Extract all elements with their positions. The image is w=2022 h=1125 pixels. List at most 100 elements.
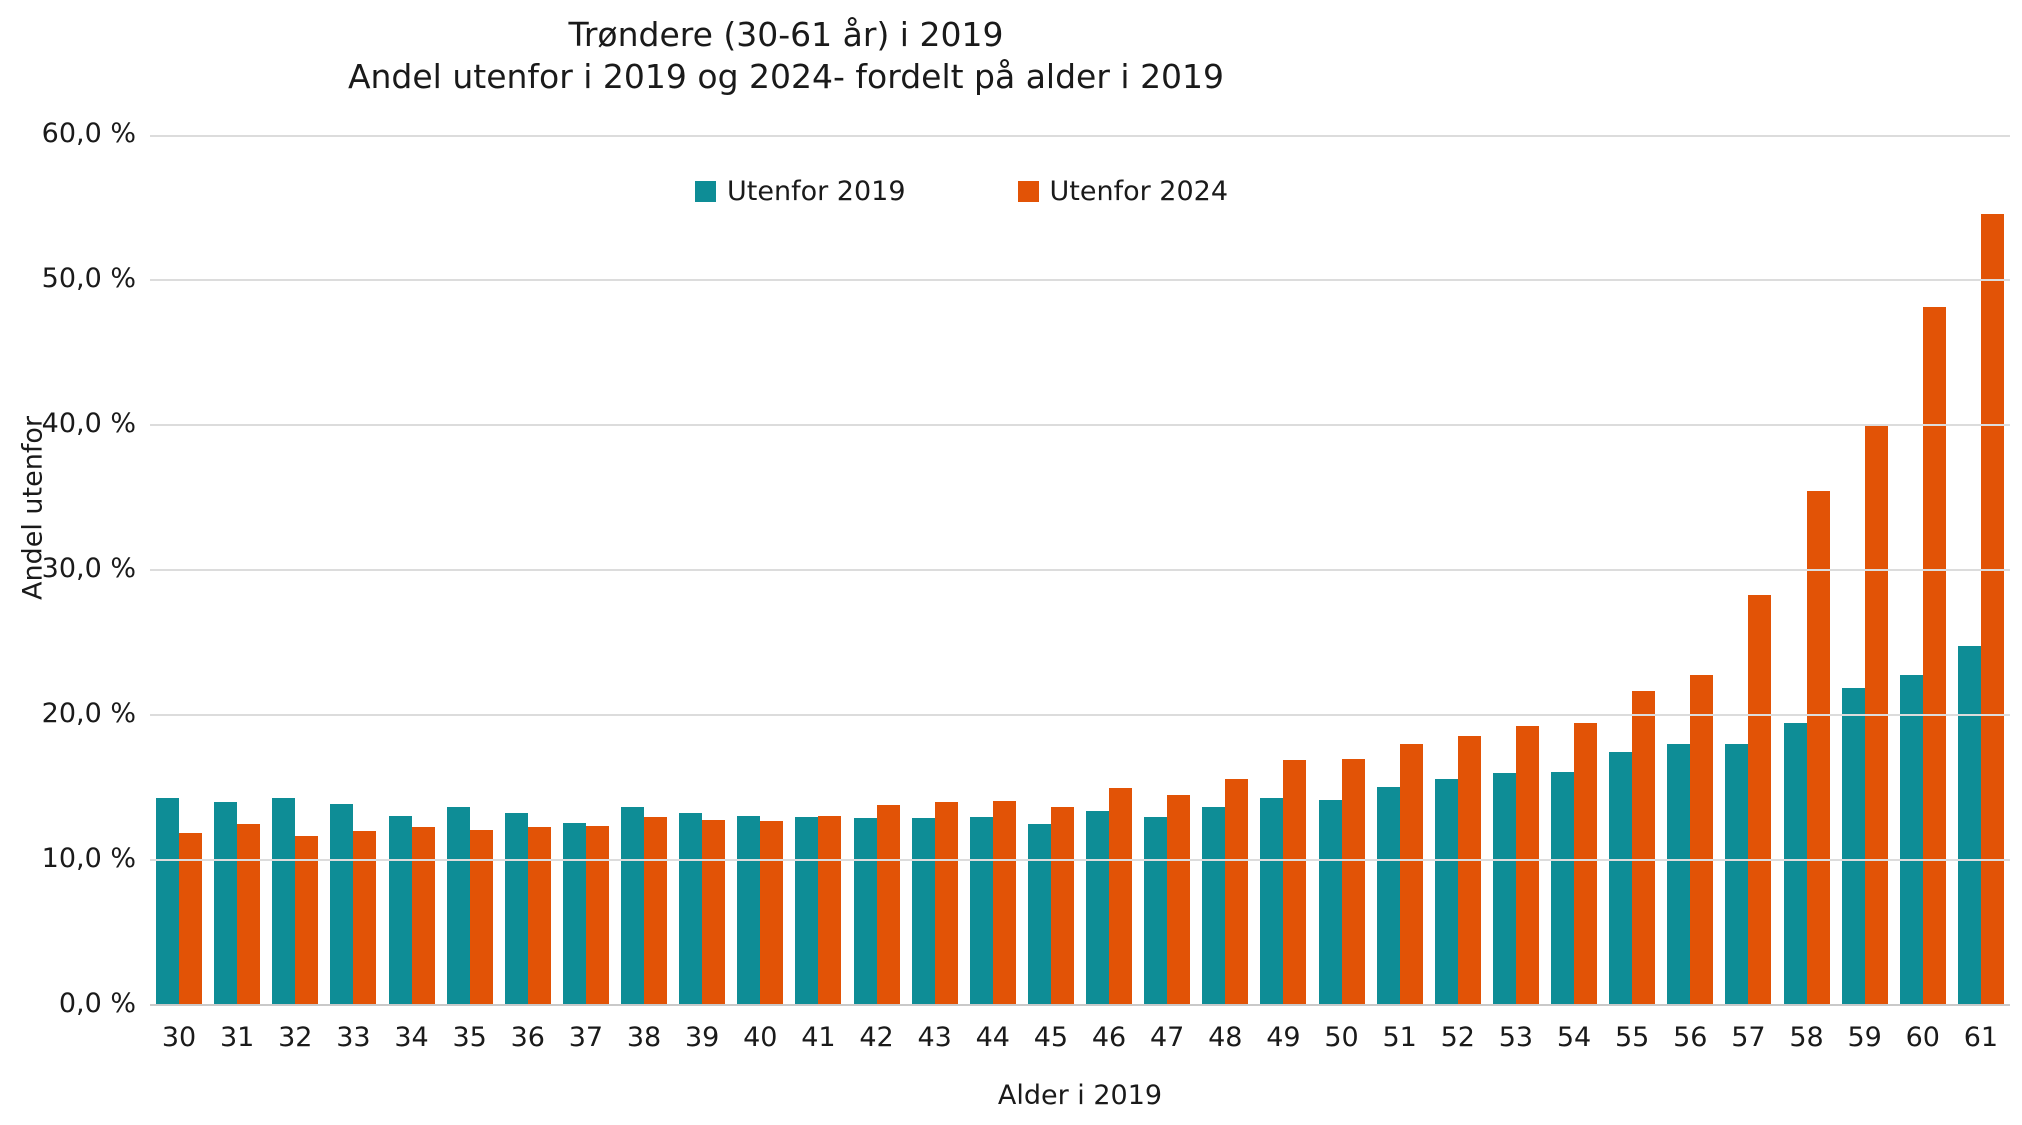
bar-group-45 <box>1022 134 1080 1004</box>
bar-utenfor-2024-age-44 <box>992 801 1016 1004</box>
x-tick-label-59: 59 <box>1847 1022 1882 1053</box>
bar-utenfor-2019-age-55 <box>1609 751 1633 1004</box>
gridline-40pct <box>150 424 2010 426</box>
bar-group-38 <box>615 134 673 1004</box>
x-tick-label-57: 57 <box>1731 1022 1766 1053</box>
bar-utenfor-2019-age-56 <box>1667 744 1691 1004</box>
bar-utenfor-2019-age-59 <box>1841 687 1865 1004</box>
bar-utenfor-2019-age-30 <box>156 798 180 1004</box>
bar-utenfor-2019-age-36 <box>504 812 528 1004</box>
y-tick-label-20pct: 20,0 % <box>41 698 136 729</box>
bar-utenfor-2019-age-45 <box>1027 824 1051 1004</box>
x-tick-label-58: 58 <box>1789 1022 1824 1053</box>
legend-item-utenfor-2024: Utenfor 2024 <box>1017 176 1228 207</box>
bar-utenfor-2024-age-48 <box>1225 779 1249 1004</box>
bar-utenfor-2019-age-35 <box>446 806 470 1004</box>
x-tick-label-39: 39 <box>685 1022 720 1053</box>
bar-group-34 <box>383 134 441 1004</box>
bar-group-37 <box>557 134 615 1004</box>
bar-group-47 <box>1138 134 1196 1004</box>
bar-group-40 <box>731 134 789 1004</box>
bar-group-41 <box>789 134 847 1004</box>
bar-utenfor-2024-age-43 <box>934 802 958 1004</box>
gridline-60pct <box>150 135 2010 137</box>
bar-utenfor-2019-age-46 <box>1086 811 1110 1004</box>
bar-utenfor-2024-age-57 <box>1748 595 1772 1004</box>
y-tick-label-40pct: 40,0 % <box>41 408 136 439</box>
bar-group-55 <box>1603 134 1661 1004</box>
x-axis-tick-labels: 30 31 32 33 34 35 36 37 38 39 40 41 42 43 44 45 46 47 48 49… <box>150 1022 2010 1053</box>
bar-utenfor-2019-age-58 <box>1783 722 1807 1004</box>
bar-utenfor-2024-age-52 <box>1457 735 1481 1004</box>
bar-utenfor-2024-age-46 <box>1109 787 1133 1004</box>
chart-title-line2: Andel utenfor i 2019 og 2024- fordelt på… <box>347 57 1225 97</box>
bar-utenfor-2024-age-50 <box>1341 758 1365 1004</box>
bar-group-43 <box>906 134 964 1004</box>
bar-utenfor-2019-age-33 <box>330 803 354 1004</box>
y-tick-label-0pct: 0,0 % <box>58 988 136 1019</box>
bar-utenfor-2019-age-44 <box>969 816 993 1004</box>
gridline-20pct <box>150 714 2010 716</box>
bar-utenfor-2024-age-36 <box>527 827 551 1004</box>
bar-group-52 <box>1429 134 1487 1004</box>
x-tick-label-37: 37 <box>568 1022 604 1053</box>
x-tick-label-36: 36 <box>510 1022 545 1053</box>
x-tick-label-35: 35 <box>452 1022 487 1053</box>
bar-group-54 <box>1545 134 1603 1004</box>
bar-utenfor-2024-age-34 <box>411 827 435 1004</box>
bar-utenfor-2024-age-53 <box>1515 725 1539 1004</box>
bar-utenfor-2019-age-34 <box>388 815 412 1004</box>
bar-utenfor-2019-age-50 <box>1318 799 1342 1004</box>
bar-utenfor-2024-age-35 <box>469 830 493 1004</box>
bar-utenfor-2019-age-37 <box>562 822 586 1004</box>
legend-label-utenfor-2019: Utenfor 2019 <box>727 176 906 207</box>
x-tick-label-43: 43 <box>917 1022 952 1053</box>
bar-group-31 <box>208 134 266 1004</box>
bar-utenfor-2019-age-47 <box>1144 816 1168 1004</box>
x-tick-label-33: 33 <box>336 1022 371 1053</box>
gridline-0pct <box>150 1004 2010 1006</box>
x-tick-label-46: 46 <box>1091 1022 1127 1053</box>
bar-utenfor-2019-age-52 <box>1434 779 1458 1004</box>
legend-item-utenfor-2019: Utenfor 2019 <box>695 176 906 207</box>
bar-utenfor-2024-age-40 <box>760 821 784 1004</box>
legend-swatch-utenfor-2024-icon <box>1017 181 1039 202</box>
y-tick-label-30pct: 30,0 % <box>41 553 136 584</box>
bar-group-57 <box>1719 134 1777 1004</box>
x-tick-label-45: 45 <box>1033 1022 1069 1053</box>
bar-utenfor-2019-age-57 <box>1725 744 1749 1004</box>
bar-group-50 <box>1313 134 1371 1004</box>
plot-area <box>150 134 2010 1006</box>
bar-utenfor-2024-age-39 <box>702 819 726 1004</box>
x-tick-label-50: 50 <box>1324 1022 1359 1053</box>
bar-utenfor-2024-age-56 <box>1690 674 1714 1004</box>
bar-utenfor-2019-age-48 <box>1202 806 1226 1004</box>
bar-utenfor-2024-age-61 <box>1980 213 2004 1004</box>
x-tick-label-53: 53 <box>1498 1022 1534 1053</box>
x-tick-label-54: 54 <box>1556 1022 1592 1053</box>
x-axis-title: Alder i 2019 <box>997 1080 1163 1111</box>
bar-group-51 <box>1371 134 1429 1004</box>
x-tick-label-60: 60 <box>1905 1022 1940 1053</box>
bar-utenfor-2019-age-32 <box>272 798 296 1004</box>
x-tick-label-56: 56 <box>1673 1022 1708 1053</box>
bar-utenfor-2024-age-60 <box>1922 306 1946 1004</box>
gridline-30pct <box>150 569 2010 571</box>
bar-utenfor-2024-age-54 <box>1574 722 1598 1004</box>
bar-utenfor-2019-age-40 <box>737 815 761 1004</box>
bar-utenfor-2019-age-31 <box>214 802 238 1004</box>
bar-utenfor-2024-age-58 <box>1806 490 1830 1004</box>
y-tick-label-60pct: 60,0 % <box>41 118 136 149</box>
y-tick-label-50pct: 50,0 % <box>41 263 136 294</box>
x-tick-label-44: 44 <box>975 1022 1010 1053</box>
chart-title-line1: Trøndere (30-61 år) i 2019 <box>568 15 1004 54</box>
bar-group-48 <box>1196 134 1254 1004</box>
bar-utenfor-2019-age-49 <box>1260 798 1284 1004</box>
bar-group-60 <box>1894 134 1952 1004</box>
bar-utenfor-2019-age-41 <box>795 816 819 1004</box>
bar-utenfor-2019-age-43 <box>911 818 935 1004</box>
x-tick-label-41: 41 <box>801 1022 836 1053</box>
bar-utenfor-2019-age-38 <box>621 806 645 1004</box>
bar-utenfor-2024-age-47 <box>1167 795 1191 1004</box>
bar-utenfor-2024-age-45 <box>1050 806 1074 1004</box>
